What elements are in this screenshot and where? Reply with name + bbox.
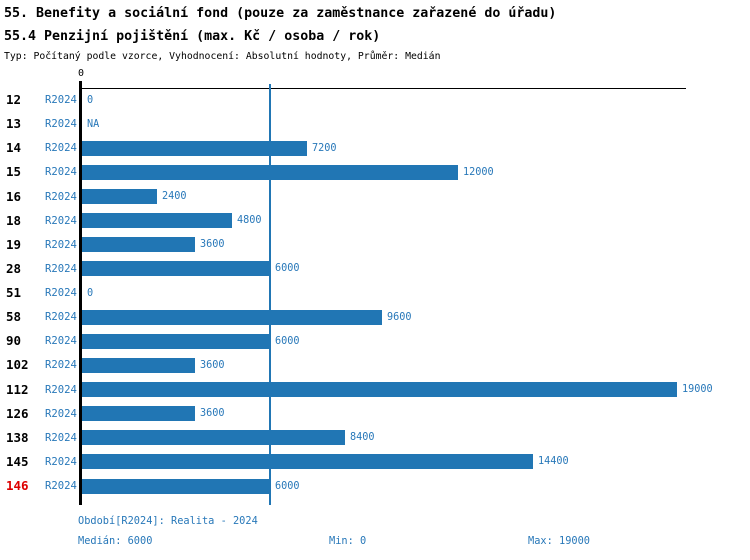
value-bar (82, 333, 270, 349)
x-axis-top-line (80, 88, 686, 89)
value-label: 6000 (275, 263, 300, 275)
value-bar (82, 454, 533, 470)
row-period-label: R2024 (45, 311, 77, 324)
value-bar (82, 406, 195, 422)
chart-subtitle: Typ: Počítaný podle vzorce, Vyhodnocení:… (4, 51, 441, 62)
row-category-label: 112 (6, 381, 29, 397)
row-period-label: R2024 (45, 190, 77, 203)
value-bar (82, 213, 232, 229)
footer-min: Min: 0 (329, 535, 367, 547)
chart-title-line1: 55. Benefity a sociální fond (pouze za z… (4, 6, 557, 21)
value-bar (82, 478, 270, 494)
value-label: NA (87, 118, 100, 130)
value-label: 19000 (682, 384, 713, 396)
row-category-label: 138 (6, 429, 29, 445)
x-axis-origin-label: 0 (77, 68, 85, 79)
chart-title-line2: 55.4 Penzijní pojištění (max. Kč / osoba… (4, 29, 381, 44)
row-category-label: 28 (6, 260, 22, 276)
value-bar (82, 357, 195, 373)
value-bar (82, 430, 345, 446)
row-period-label: R2024 (45, 407, 77, 420)
row-period-label: R2024 (45, 359, 77, 372)
value-label: 14400 (538, 456, 569, 468)
value-bar (82, 237, 195, 253)
row-category-label: 51 (6, 285, 22, 301)
row-period-label: R2024 (45, 214, 77, 227)
row-period-label: R2024 (45, 166, 77, 179)
row-period-label: R2024 (45, 480, 77, 493)
row-category-label: 146 (6, 478, 29, 494)
value-label: 9600 (387, 311, 412, 323)
footer-median: Medián: 6000 (78, 535, 153, 547)
row-period-label: R2024 (45, 262, 77, 275)
value-bar (82, 164, 458, 180)
value-bar (82, 382, 677, 398)
row-period-label: R2024 (45, 335, 77, 348)
value-label: 0 (87, 287, 94, 299)
value-label: 4800 (237, 215, 262, 227)
value-label: 12000 (463, 166, 494, 178)
row-category-label: 145 (6, 453, 29, 469)
row-period-label: R2024 (45, 383, 77, 396)
row-category-label: 12 (6, 92, 22, 108)
value-label: 3600 (200, 239, 225, 251)
value-label: 0 (87, 94, 94, 106)
value-label: 6000 (275, 335, 300, 347)
value-bar (82, 309, 382, 325)
row-category-label: 126 (6, 405, 29, 421)
row-period-label: R2024 (45, 118, 77, 131)
value-label: 8400 (350, 432, 375, 444)
row-category-label: 58 (6, 309, 22, 325)
value-label: 3600 (200, 359, 225, 371)
row-period-label: R2024 (45, 431, 77, 444)
value-label: 7200 (312, 142, 337, 154)
row-category-label: 18 (6, 212, 22, 228)
footer-max: Max: 19000 (528, 535, 590, 547)
row-category-label: 102 (6, 357, 29, 373)
row-period-label: R2024 (45, 238, 77, 251)
row-period-label: R2024 (45, 142, 77, 155)
value-bar (82, 189, 157, 205)
median-line (268, 84, 271, 505)
row-period-label: R2024 (45, 287, 77, 300)
value-bar (82, 261, 270, 277)
row-category-label: 14 (6, 140, 22, 156)
value-label: 2400 (162, 191, 187, 203)
row-category-label: 90 (6, 333, 22, 349)
row-category-label: 19 (6, 236, 22, 252)
y-axis-line (79, 81, 82, 505)
row-period-label: R2024 (45, 455, 77, 468)
footer-period-info: Období[R2024]: Realita - 2024 (78, 515, 258, 527)
value-label: 6000 (275, 480, 300, 492)
row-category-label: 16 (6, 188, 22, 204)
row-category-label: 15 (6, 164, 22, 180)
value-label: 3600 (200, 408, 225, 420)
value-bar (82, 140, 307, 156)
row-period-label: R2024 (45, 94, 77, 107)
row-category-label: 13 (6, 116, 22, 132)
